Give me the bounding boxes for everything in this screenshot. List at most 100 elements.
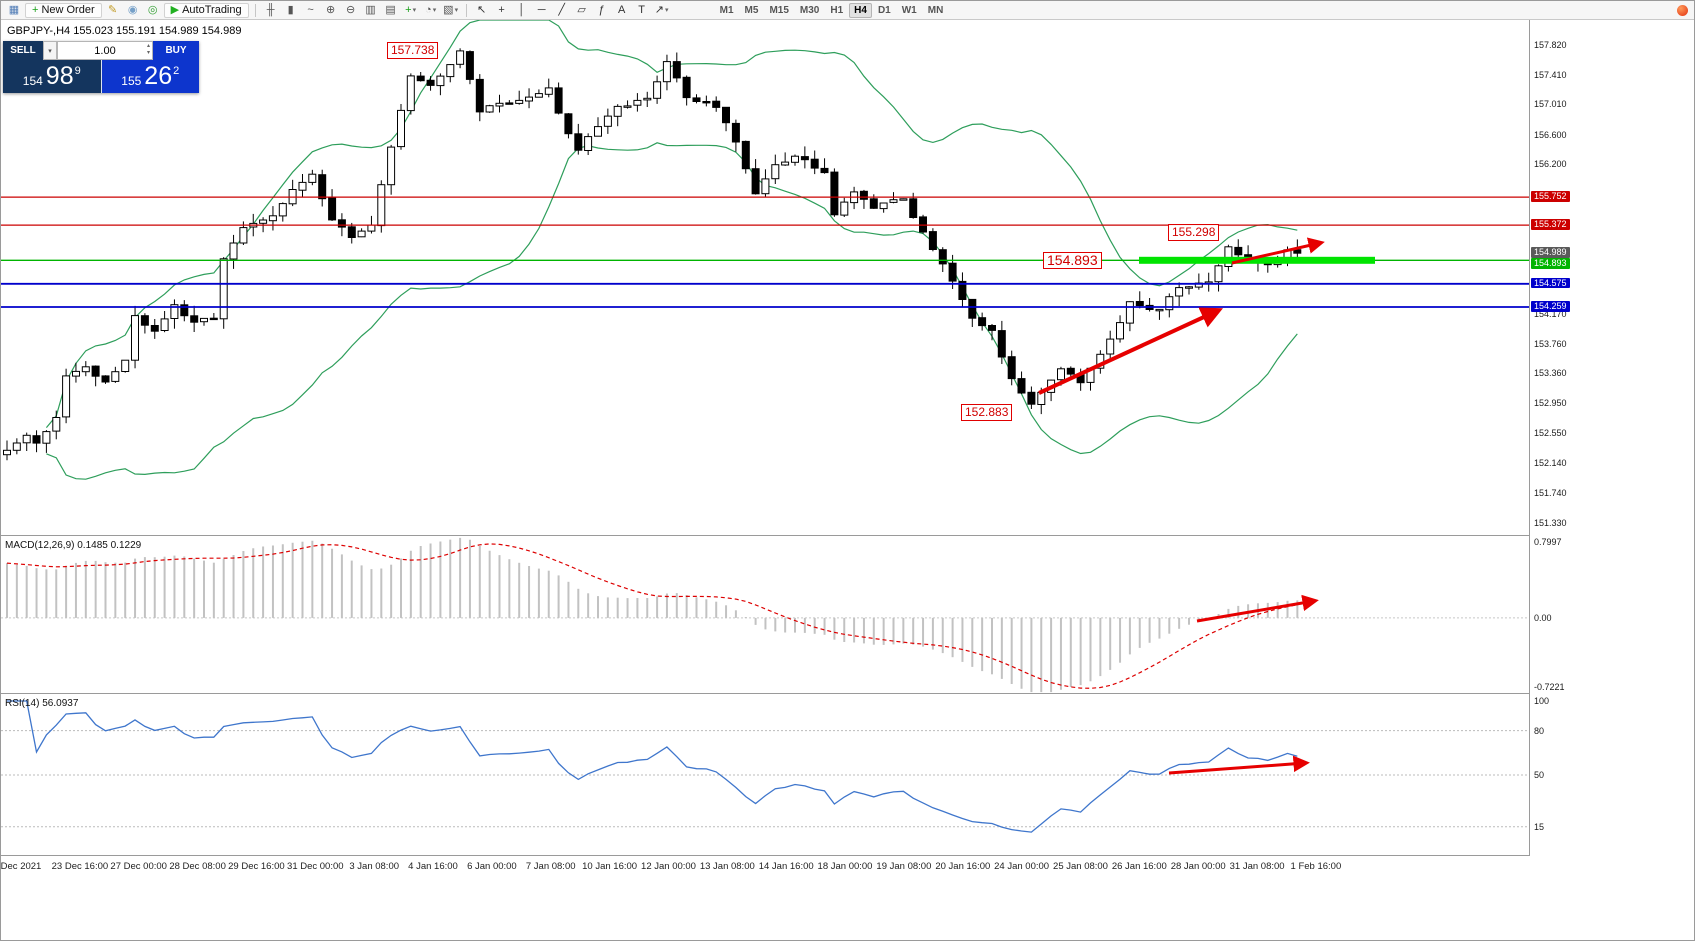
scale-tick-label: 151.740 [1534, 487, 1567, 498]
timeframe-m5[interactable]: M5 [740, 3, 764, 18]
horizontal-line-icon[interactable]: ─ [533, 3, 551, 18]
zoom-out-icon[interactable]: ⊖ [342, 3, 360, 18]
timeframe-m15[interactable]: M15 [764, 3, 793, 18]
pane-separator[interactable] [1, 693, 1694, 694]
timeframe-mn[interactable]: MN [923, 3, 949, 18]
time-tick-label: 26 Jan 16:00 [1111, 861, 1167, 872]
time-tick-label: 19 Jan 08:00 [876, 861, 932, 872]
periods-dropdown[interactable]: ◔ ▾ [422, 3, 440, 18]
time-tick-label: 18 Jan 00:00 [817, 861, 873, 872]
sell-price-prefix: 154 [22, 74, 43, 88]
timeframe-toolbar: M1 M5 M15 M30 H1 H4 D1 W1 MN [715, 2, 949, 18]
time-tick-label: 28 Dec 08:00 [169, 861, 226, 872]
cascade-windows-icon[interactable]: ▤ [382, 3, 400, 18]
vertical-line-icon[interactable]: │ [513, 3, 531, 18]
time-tick-label: 3 Jan 08:00 [349, 861, 400, 872]
timeframe-m30[interactable]: M30 [795, 3, 824, 18]
timeframe-h1[interactable]: H1 [825, 3, 848, 18]
tile-windows-icon[interactable]: ▥ [362, 3, 380, 18]
time-tick-label: 24 Jan 00:00 [994, 861, 1050, 872]
sell-price[interactable]: 154 98 9 [3, 60, 102, 93]
buy-price-prefix: 155 [121, 74, 142, 88]
equidistant-channel-icon[interactable]: ▱ [573, 3, 591, 18]
candlestick-chart-icon[interactable]: ▮ [282, 3, 300, 18]
vertical-line-icon: │ [518, 3, 526, 16]
macd-indicator-canvas[interactable] [1, 536, 1529, 694]
timeframe-w1[interactable]: W1 [897, 3, 922, 18]
rsi-label: RSI(14) 56.0937 [5, 698, 79, 709]
arrows-tool-icon: ↗ [654, 3, 664, 16]
scale-tick-label: 152.550 [1534, 427, 1567, 438]
scale-tick-label: -0.7221 [1534, 681, 1565, 692]
rsi-indicator-canvas[interactable] [1, 694, 1529, 856]
scale-tick-label: 15 [1534, 821, 1545, 832]
timeframe-d1[interactable]: D1 [873, 3, 896, 18]
timeframe-h4[interactable]: H4 [849, 2, 872, 18]
sounds-icon[interactable]: ◎ [144, 3, 162, 18]
macd-label: MACD(12,26,9) 0.1485 0.1229 [5, 540, 142, 551]
time-tick-label: 14 Jan 16:00 [758, 861, 814, 872]
market-watch-icon[interactable]: ◉ [124, 3, 142, 18]
notification-icon[interactable] [1677, 4, 1688, 16]
toolbar-separator [465, 3, 467, 17]
bar-chart-icon[interactable]: ╫ [262, 3, 280, 18]
zoom-in-icon[interactable]: ⊕ [322, 3, 340, 18]
buy-price[interactable]: 155 26 2 [101, 60, 199, 93]
price-scale-marker: 154.989 [1531, 247, 1570, 258]
metaeditor-icon[interactable]: ✎ [104, 3, 122, 18]
price-chart-canvas[interactable] [1, 19, 1529, 536]
time-scale[interactable]: Dec 2021 23 Dec 16:00 27 Dec 00:00 28 Dec 0… [0, 856, 1694, 880]
horizontal-level-lines [1, 196, 1529, 308]
crosshair-icon[interactable]: + [493, 3, 511, 18]
order-type-dropdown[interactable]: ▾ [43, 41, 57, 60]
autotrading-button[interactable]: ▶ AutoTrading [163, 2, 249, 18]
horizontal-line-icon: ─ [537, 3, 546, 16]
scale-tick-label: 151.330 [1534, 517, 1567, 528]
market-watch-icon: ◉ [127, 3, 138, 16]
time-tick-label: 7 Jan 08:00 [525, 861, 576, 872]
time-tick-label: 20 Jan 16:00 [935, 861, 991, 872]
templates-dropdown[interactable]: ▧ ▾ [442, 3, 460, 18]
sell-button[interactable]: SELL [3, 41, 43, 60]
macd-signal-line [6, 543, 1298, 689]
equidistant-channel-icon: ▱ [577, 3, 586, 16]
price-scale-marker: 154.259 [1531, 301, 1570, 312]
text-label-icon[interactable]: T [633, 3, 651, 18]
volume-input[interactable]: 1.00 ▴ ▾ [57, 41, 153, 60]
arrows-tool-dropdown[interactable]: ↗ ▾ [653, 3, 671, 18]
time-tick-label: 28 Jan 00:00 [1170, 861, 1226, 872]
line-chart-icon: ~ [307, 3, 314, 16]
price-scale[interactable] [1529, 19, 1694, 856]
new-order-button[interactable]: + New Order [25, 2, 102, 18]
autotrading-icon: ▶ [170, 3, 180, 16]
price-annotation-label: 155.298 [1168, 224, 1220, 241]
templates-icon: ▧ [443, 3, 454, 16]
volume-stepper[interactable]: ▴ ▾ [147, 43, 150, 57]
cursor-icon: ↖ [477, 3, 487, 16]
time-tick-label: Dec 2021 [0, 861, 42, 872]
scale-tick-label: 153.360 [1534, 368, 1567, 379]
line-chart-icon[interactable]: ~ [302, 3, 320, 18]
scale-tick-label: 156.200 [1534, 159, 1567, 170]
pane-separator[interactable] [1, 535, 1694, 536]
time-tick-label: 29 Dec 16:00 [228, 861, 285, 872]
time-tick-label: 23 Dec 16:00 [51, 861, 109, 872]
volume-value: 1.00 [94, 44, 116, 57]
sell-price-big: 98 [45, 62, 74, 90]
crosshair-icon: + [498, 3, 505, 16]
time-tick-label: 4 Jan 16:00 [408, 861, 458, 872]
buy-price-big: 26 [144, 62, 173, 90]
scale-tick-label: 50 [1534, 770, 1545, 780]
new-chart-icon[interactable]: ▦ [5, 3, 23, 18]
fibonacci-icon[interactable]: ƒ [593, 3, 611, 18]
time-tick-label: 31 Jan 08:00 [1229, 861, 1285, 872]
text-icon[interactable]: A [613, 3, 631, 18]
scale-tick-label: 100 [1534, 696, 1550, 706]
buy-button[interactable]: BUY [153, 41, 199, 60]
indicators-dropdown[interactable]: + ▾ [402, 3, 420, 18]
trendline-icon[interactable]: ╱ [553, 3, 571, 18]
cursor-icon[interactable]: ↖ [473, 3, 491, 18]
spin-up-icon: ▴ [146, 43, 150, 49]
timeframe-m1[interactable]: M1 [715, 3, 739, 18]
